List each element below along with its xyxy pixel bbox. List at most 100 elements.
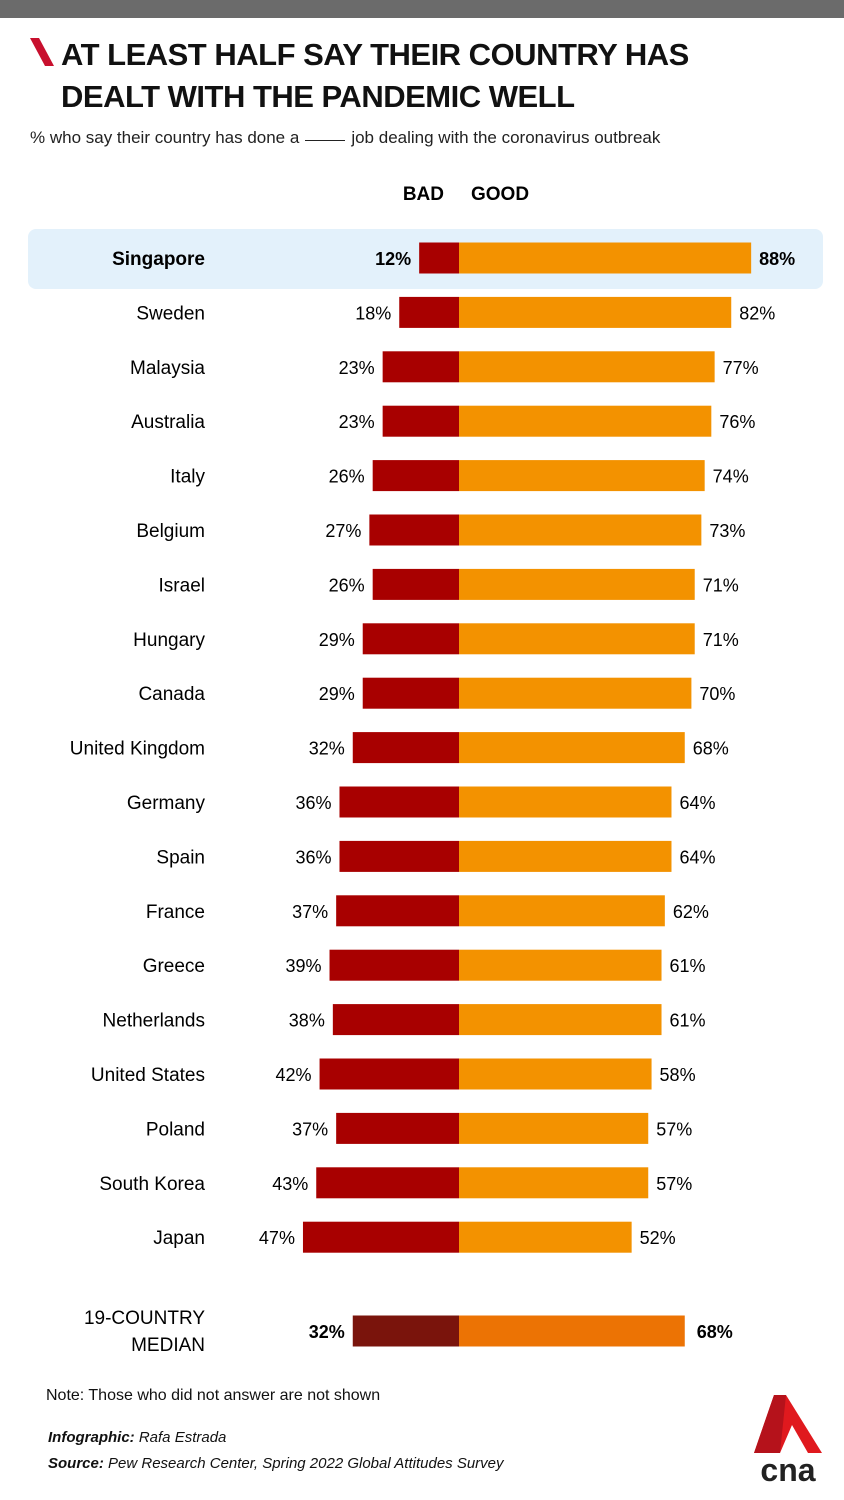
svg-text:cna: cna [760,1452,815,1485]
source-label: Source: [48,1455,104,1472]
title-line-2: DEALT WITH THE PANDEMIC WELL [61,79,575,114]
country-label: Singapore [112,249,205,270]
bar-bad [372,460,459,492]
bar-bad [352,732,459,764]
country-label: Hungary [133,630,205,651]
value-label-good: 88% [759,249,795,269]
bar-good [459,568,695,600]
top-bar [0,0,844,18]
value-label-good: 64% [679,847,715,867]
country-label: Belgium [136,521,205,542]
bar-bad [316,1167,459,1199]
median-label-line2: MEDIAN [131,1335,205,1356]
subtitle-end: job dealing with the coronavirus outbrea… [351,128,661,147]
country-label: Greece [143,956,205,977]
chart-subtitle: % who say their country has done a job de… [30,128,660,148]
value-label-bad: 23% [339,412,375,432]
bar-good [459,949,662,981]
blank-line [305,140,346,141]
bar-bad [362,677,459,709]
infographic-label: Infographic: [48,1429,135,1446]
title-line-1: AT LEAST HALF SAY THEIR COUNTRY HAS [61,37,689,72]
legend-bad: BAD [403,184,444,205]
value-label-good: 64% [679,793,715,813]
bar-good [459,1112,649,1144]
value-label-good: 82% [739,303,775,323]
value-label-good: 73% [709,521,745,541]
note: Note: Those who did not answer are not s… [46,1387,381,1404]
chart-title: AT LEAST HALF SAY THEIR COUNTRY HAS DEALT… [61,34,689,118]
value-label-bad: 37% [292,1119,328,1139]
value-label-good: 57% [656,1174,692,1194]
value-label-good: 68% [693,739,729,759]
median-value-bad: 32% [309,1322,345,1342]
value-label-good: 70% [699,684,735,704]
country-label: France [146,902,205,923]
country-label: South Korea [99,1174,205,1195]
bar-good [459,895,665,927]
bar-good [459,351,715,383]
bar-good [459,786,672,818]
bar-good [459,677,692,709]
bar-bad [336,1112,459,1144]
median-bar-good [459,1315,685,1347]
bar-bad [382,351,459,383]
country-label: Sweden [136,303,205,324]
country-label: Japan [153,1228,205,1249]
value-label-bad: 29% [319,684,355,704]
value-label-good: 76% [719,412,755,432]
value-label-good: 71% [703,575,739,595]
value-label-bad: 47% [259,1228,295,1248]
value-label-bad: 32% [309,739,345,759]
median-label-line1: 19-COUNTRY [84,1308,205,1329]
value-label-good: 52% [640,1228,676,1248]
bar-good [459,623,695,655]
country-label: Poland [146,1119,205,1140]
value-label-bad: 29% [319,630,355,650]
value-label-good: 61% [670,1011,706,1031]
country-label: United States [91,1065,205,1086]
infographic-author: Rafa Estrada [138,1429,227,1446]
value-label-good: 57% [656,1119,692,1139]
country-label: Malaysia [130,358,205,379]
bar-bad [372,568,459,600]
value-label-bad: 36% [295,793,331,813]
bar-good [459,1167,649,1199]
bar-bad [302,1221,459,1253]
infographic-credit: Infographic: Rafa Estrada [48,1429,226,1446]
bar-good [459,242,752,274]
value-label-bad: 12% [375,249,411,269]
bar-bad [336,895,459,927]
value-label-good: 77% [723,358,759,378]
country-label: Germany [127,793,206,814]
bar-bad [332,1004,459,1036]
legend-good: GOOD [471,184,529,205]
country-label: Israel [159,575,205,596]
country-label: Spain [156,847,205,868]
bar-bad [362,623,459,655]
bar-bad [339,786,459,818]
value-label-bad: 43% [272,1174,308,1194]
bar-bad [329,949,459,981]
country-label: Australia [131,412,205,433]
value-label-bad: 42% [276,1065,312,1085]
country-label: Netherlands [103,1011,205,1032]
bar-bad [339,840,459,872]
bar-good [459,1058,652,1090]
country-label: Italy [170,467,205,488]
value-label-bad: 39% [285,956,321,976]
value-label-bad: 36% [295,847,331,867]
value-label-good: 61% [670,956,706,976]
country-label: United Kingdom [70,739,205,760]
bar-good [459,1004,662,1036]
subtitle-start: % who say their country has done a [30,128,300,147]
value-label-good: 58% [660,1065,696,1085]
country-label: Canada [138,684,205,705]
source-text: Pew Research Center, Spring 2022 Global … [108,1455,504,1472]
bar-bad [399,296,459,328]
bar-good [459,514,702,546]
bar-good [459,296,732,328]
value-label-bad: 26% [329,467,365,487]
median-value-good: 68% [697,1322,733,1342]
